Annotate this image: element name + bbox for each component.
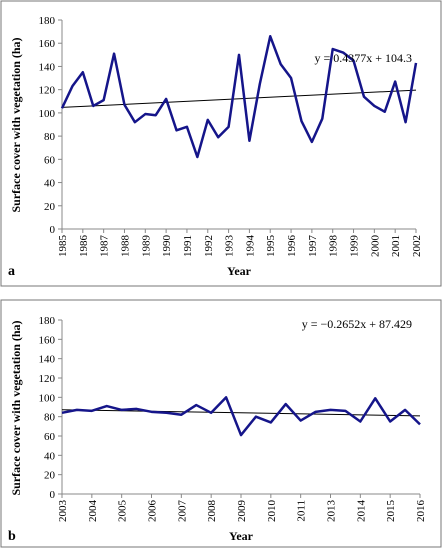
panel-frame <box>0 0 442 287</box>
x-tick-label: 2014 <box>355 500 367 523</box>
x-tick-label: 1992 <box>203 235 215 257</box>
x-tick-label: 2002 <box>411 235 423 257</box>
x-tick-label: 2011 <box>296 500 308 522</box>
x-tick-label: 2006 <box>147 500 159 523</box>
x-tick-label: 2008 <box>206 500 218 523</box>
data-line <box>60 35 418 159</box>
x-tick-label: 1999 <box>349 235 361 258</box>
y-axis-label: Surface cover with vegetation (ha) <box>9 320 23 495</box>
x-tick-label: 2009 <box>236 500 248 523</box>
x-tick-label: 1991 <box>182 235 194 257</box>
x-tick-label: 2003 <box>57 500 69 523</box>
x-tick-label: 2007 <box>176 500 188 523</box>
y-tick-label: 120 <box>39 85 56 97</box>
x-tick-label: 2010 <box>266 500 278 523</box>
y-tick-label: 160 <box>39 38 56 50</box>
x-tick-label: 2013 <box>326 500 338 523</box>
x-tick-label: 1998 <box>328 235 340 258</box>
x-tick-label: 1989 <box>140 235 152 258</box>
x-tick-label: 1995 <box>265 235 277 258</box>
y-tick-label: 40 <box>44 450 56 462</box>
panel-label: a <box>8 264 15 279</box>
trend-line <box>61 89 417 108</box>
x-tick-label: 1987 <box>99 235 111 258</box>
x-axis-label: Year <box>229 529 254 543</box>
y-tick-label: 20 <box>44 470 56 482</box>
y-tick-label: 180 <box>39 15 56 27</box>
x-tick-label: 1986 <box>78 235 90 258</box>
x-tick-label: 2016 <box>415 500 427 523</box>
y-tick-label: 80 <box>44 131 56 143</box>
x-tick-label: 2000 <box>369 235 381 258</box>
x-axis-label: Year <box>227 264 252 278</box>
x-tick-label: 1997 <box>307 235 319 258</box>
y-axis-label: Surface cover with vegetation (ha) <box>9 37 23 212</box>
y-tick-label: 20 <box>44 201 56 213</box>
panel-label: b <box>8 529 16 544</box>
x-tick-label: 1988 <box>119 235 131 258</box>
x-tick-label: 1985 <box>57 235 69 258</box>
y-tick-label: 180 <box>39 315 56 327</box>
x-tick-label: 1993 <box>224 235 236 258</box>
x-tick-label: 2004 <box>87 500 99 523</box>
data-line <box>61 396 421 437</box>
y-tick-label: 120 <box>39 373 56 385</box>
y-tick-label: 40 <box>44 178 56 190</box>
y-tick-label: 0 <box>50 489 56 501</box>
panel-frame <box>0 299 442 548</box>
y-tick-label: 140 <box>39 354 56 366</box>
y-tick-label: 0 <box>50 224 56 236</box>
y-tick-label: 60 <box>44 431 56 443</box>
y-tick-label: 100 <box>39 392 56 404</box>
x-tick-label: 2001 <box>390 235 402 257</box>
x-tick-label: 2005 <box>117 500 129 523</box>
x-tick-label: 1994 <box>244 234 256 257</box>
y-tick-label: 60 <box>44 154 56 166</box>
x-tick-label: 2015 <box>385 500 397 523</box>
y-tick-label: 100 <box>39 108 56 120</box>
trend-equation: y = 0.4377x + 104.3 <box>314 51 412 65</box>
y-tick-label: 80 <box>44 412 56 424</box>
y-tick-label: 140 <box>39 61 56 73</box>
x-tick-label: 1990 <box>161 235 173 258</box>
y-tick-label: 160 <box>39 334 56 346</box>
trend-equation: y = −0.2652x + 87.429 <box>302 317 412 331</box>
x-tick-label: 1996 <box>286 235 298 258</box>
